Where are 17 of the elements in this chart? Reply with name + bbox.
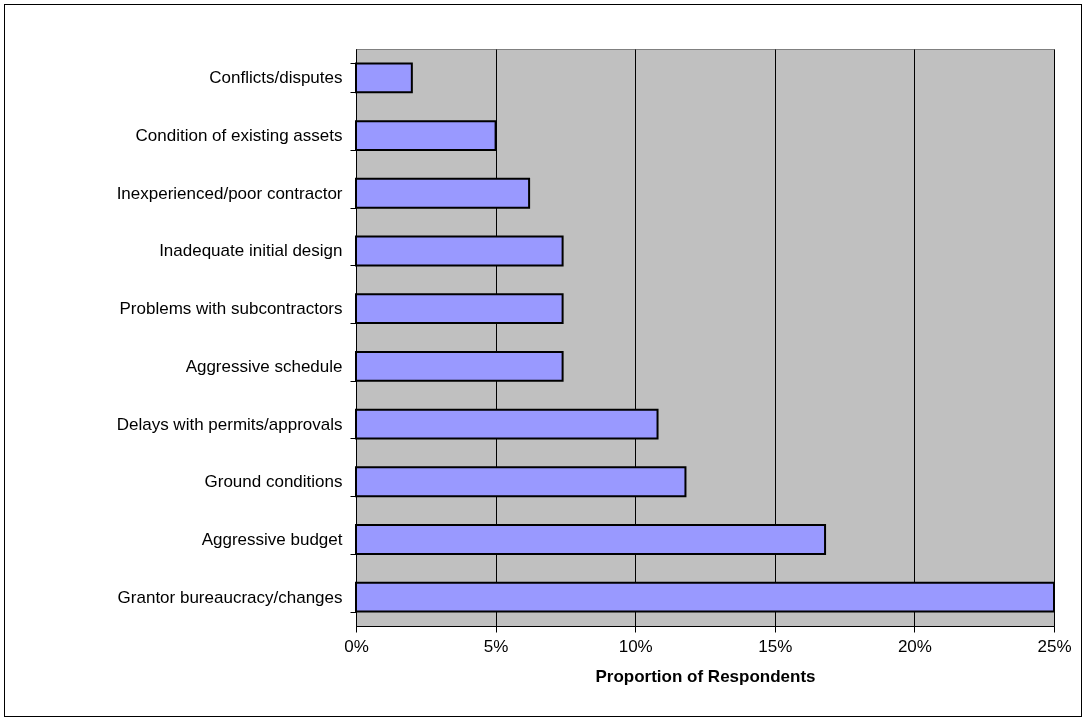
x-tick-label: 15% bbox=[758, 636, 793, 656]
y-tick-label: Grantor bureaucracy/changes bbox=[117, 587, 343, 607]
x-tick-label: 10% bbox=[618, 636, 653, 656]
x-axis-title: Proportion of Respondents bbox=[595, 666, 816, 686]
y-tick-label: Problems with subcontractors bbox=[119, 299, 343, 319]
x-tick-label: 20% bbox=[897, 636, 932, 656]
x-tick-label: 25% bbox=[1037, 636, 1072, 656]
y-tick-label: Delays with permits/approvals bbox=[116, 414, 343, 434]
y-tick-label: Aggressive budget bbox=[201, 529, 343, 549]
y-tick-label: Inadequate initial design bbox=[159, 241, 343, 261]
x-tick-label: 5% bbox=[483, 636, 509, 656]
y-tick-label: Conflicts/disputes bbox=[209, 68, 343, 88]
y-tick-label: Ground conditions bbox=[204, 472, 343, 492]
y-tick-label: Inexperienced/poor contractor bbox=[116, 183, 343, 203]
x-tick-label: 0% bbox=[344, 636, 369, 656]
y-tick-label: Condition of existing assets bbox=[135, 126, 343, 146]
y-tick-label: Aggressive schedule bbox=[185, 356, 343, 376]
